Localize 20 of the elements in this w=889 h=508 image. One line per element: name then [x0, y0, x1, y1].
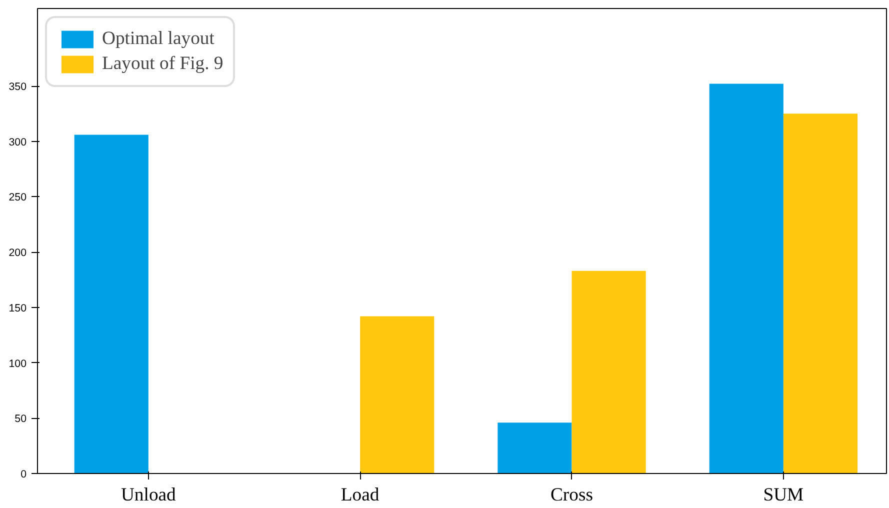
bar — [74, 134, 148, 474]
x-tick-label: Unload — [120, 484, 177, 506]
legend-label: Optimal layout — [102, 28, 214, 50]
y-tick-label: 350 — [8, 81, 27, 93]
legend-label: Layout of Fig. 9 — [102, 53, 224, 75]
x-tick-label: Cross — [550, 484, 594, 506]
bar — [498, 422, 572, 474]
bar — [783, 114, 858, 474]
y-tick-label: 50 — [14, 413, 27, 426]
bar — [709, 84, 784, 474]
y-tick-label: 300 — [8, 136, 27, 148]
y-tick-label: 250 — [8, 192, 27, 204]
x-tick-label: Load — [340, 484, 380, 506]
y-tick-label: 200 — [8, 247, 27, 260]
x-tick-label: SUM — [763, 484, 804, 506]
bar — [572, 270, 646, 474]
y-tick-label: 100 — [8, 358, 27, 370]
y-tick-label: 150 — [8, 302, 27, 314]
y-tick-label: 0 — [20, 468, 27, 480]
bar — [360, 316, 434, 474]
